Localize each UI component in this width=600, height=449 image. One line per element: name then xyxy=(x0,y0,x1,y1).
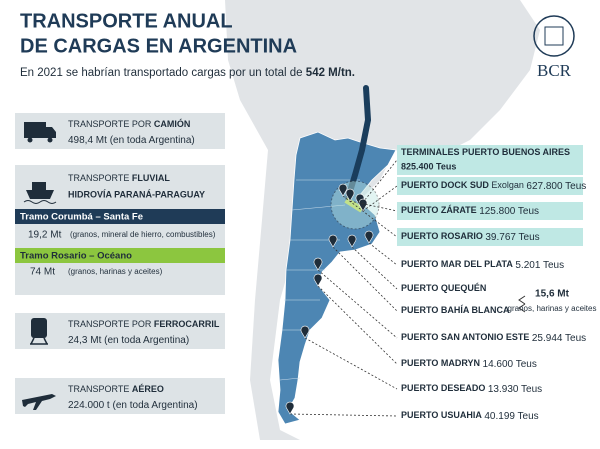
mode-value: 498,4 Mt (en toda Argentina) xyxy=(68,135,195,146)
port-value: 627.800 Teus xyxy=(526,181,586,192)
tramo-note: (granos, harinas y aceites) xyxy=(68,267,163,276)
port-marker xyxy=(285,401,295,415)
port-value: 13.930 Teus xyxy=(488,384,542,395)
tramo-bar xyxy=(15,248,225,263)
mode-label: TRANSPORTE AÉREO xyxy=(68,384,164,394)
mode-value: 224.000 t (en toda Argentina) xyxy=(68,400,198,411)
port-highlight xyxy=(397,228,583,246)
port-label: PUERTO ROSARIO 39.767 Teus xyxy=(401,231,540,242)
subtitle: En 2021 se habrían transportado cargas p… xyxy=(20,67,355,79)
logo-seal xyxy=(544,26,564,46)
leader-line xyxy=(368,242,398,266)
leader-line xyxy=(349,200,398,212)
leader-line xyxy=(332,246,398,312)
leader-line xyxy=(362,185,398,212)
plane-icon xyxy=(22,394,56,410)
tramo-bar xyxy=(15,209,225,224)
port-marker xyxy=(300,325,310,339)
group-value: 15,6 Mt xyxy=(535,289,570,300)
port-value: 14.600 Teus xyxy=(483,359,537,370)
port-extra: Exolgan xyxy=(491,180,524,190)
ports: TERMINALES PUERTO BUENOS AIRES 825.400 Te… xyxy=(285,145,586,422)
tramo-name: Tramo Rosario – Océano xyxy=(20,251,132,262)
leader-line xyxy=(317,269,398,339)
port-highlight xyxy=(397,177,583,195)
continent xyxy=(225,0,540,440)
port-name: PUERTO ZÁRATE xyxy=(401,205,477,215)
port-name: PUERTO MADRYN xyxy=(401,358,480,368)
port-label: PUERTO DOCK SUD Exolgan 627.800 Teus xyxy=(401,180,586,191)
mode-value: 24,3 Mt (en toda Argentina) xyxy=(68,335,189,346)
title: TRANSPORTE ANUAL xyxy=(20,10,233,32)
leader-line xyxy=(289,413,398,417)
ship-icon xyxy=(26,182,54,199)
port-marker xyxy=(347,234,357,248)
tramo-name: Tramo Corumbá – Santa Fe xyxy=(20,212,143,223)
port-marker xyxy=(313,273,323,287)
port-name: PUERTO USUAHIA xyxy=(401,410,482,420)
port-label: PUERTO MAR DEL PLATA 5.201 Teus xyxy=(401,259,564,270)
truck-icon xyxy=(47,137,53,143)
leader-line xyxy=(342,195,398,238)
logo: BCR xyxy=(537,61,572,80)
leader-line xyxy=(359,159,398,207)
train-icon xyxy=(31,318,47,338)
tramo-value: 19,2 Mt xyxy=(28,230,62,241)
zoom-circle xyxy=(330,180,380,230)
port-label: PUERTO BAHÍA BLANCA xyxy=(401,305,510,315)
port-marker xyxy=(313,257,323,271)
leader-line xyxy=(351,246,398,290)
port-value: 125.800 Teus xyxy=(479,206,539,217)
tramo-note: (granos, mineral de hierro, combustibles… xyxy=(70,230,216,239)
port-marker xyxy=(345,188,355,202)
mode-label: TRANSPORTE POR FERROCARRIL xyxy=(68,319,220,329)
ship-icon xyxy=(23,200,57,204)
port-label: TERMINALES PUERTO BUENOS AIRES xyxy=(401,147,570,157)
port-name: PUERTO DOCK SUD xyxy=(401,180,489,190)
river xyxy=(345,85,372,201)
leader-line xyxy=(304,337,398,390)
port-name: PUERTO ROSARIO xyxy=(401,231,483,241)
port-label: PUERTO MADRYN 14.600 Teus xyxy=(401,358,537,369)
port-label: PUERTO SAN ANTONIO ESTE 25.944 Teus xyxy=(401,332,586,343)
port-highlight xyxy=(397,202,583,220)
port-name: PUERTO SAN ANTONIO ESTE xyxy=(401,332,529,342)
port-value: 39.767 Teus xyxy=(485,232,539,243)
port-value: 25.944 Teus xyxy=(532,333,586,344)
port-highlight xyxy=(397,145,583,175)
provinces xyxy=(279,179,360,381)
port-name: PUERTO DESEADO xyxy=(401,383,485,393)
port-label: PUERTO QUEQUÉN xyxy=(401,283,486,293)
port-name: TERMINALES PUERTO BUENOS AIRES xyxy=(401,147,570,157)
leader-line xyxy=(317,285,398,365)
mode-subtitle: HIDROVÍA PARANÁ-PARAGUAY xyxy=(68,189,205,199)
port-label: PUERTO USUAHIA 40.199 Teus xyxy=(401,410,539,421)
tramo-value: 74 Mt xyxy=(30,267,55,278)
port-value: 5.201 Teus xyxy=(515,260,564,271)
panel xyxy=(15,313,225,349)
port-label: PUERTO DESEADO 13.930 Teus xyxy=(401,383,542,394)
truck-icon xyxy=(27,137,33,143)
mode-label: TRANSPORTE POR CAMIÓN xyxy=(68,118,190,129)
panel xyxy=(15,165,225,295)
train-icon xyxy=(30,337,48,345)
port-marker xyxy=(364,230,374,244)
truck-icon xyxy=(24,122,56,138)
port-label: PUERTO ZÁRATE 125.800 Teus xyxy=(401,205,539,216)
port-name: PUERTO BAHÍA BLANCA xyxy=(401,305,510,315)
title: DE CARGAS EN ARGENTINA xyxy=(20,35,297,57)
logo-seal xyxy=(533,15,575,57)
brace xyxy=(518,295,526,313)
argentina-map xyxy=(277,131,397,425)
port-name: PUERTO QUEQUÉN xyxy=(401,283,486,293)
mode-label: TRANSPORTE FLUVIAL xyxy=(68,173,170,183)
port-value: 825.400 Teus xyxy=(401,161,456,171)
port-name: PUERTO MAR DEL PLATA xyxy=(401,259,513,269)
port-marker xyxy=(328,234,338,248)
port-value: 40.199 Teus xyxy=(484,411,538,422)
group-note: granos, harinas y aceites xyxy=(508,304,597,313)
port-marker xyxy=(338,183,348,197)
